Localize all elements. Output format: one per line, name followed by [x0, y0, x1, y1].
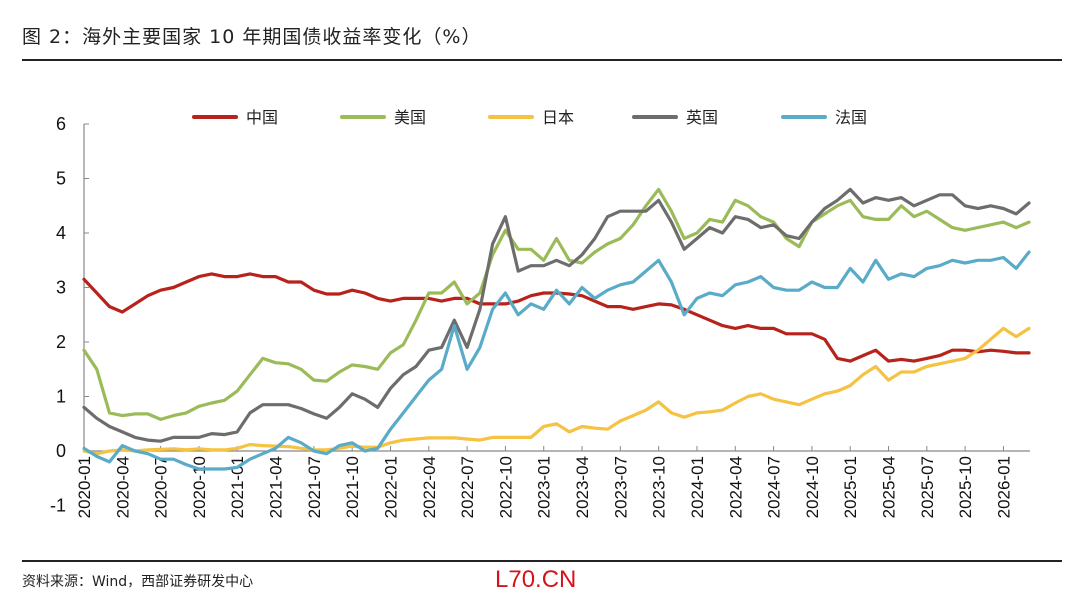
x-tick-label: 2023-10 — [650, 456, 669, 518]
legend-item: 美国 — [340, 108, 426, 127]
y-tick-label: 1 — [56, 387, 66, 407]
legend: 中国 美国 日本 英国 法国 — [192, 108, 867, 127]
top-divider — [22, 59, 1062, 61]
series-line-4 — [82, 250, 1031, 471]
x-tick-label: 2024-10 — [803, 456, 822, 518]
axes: -1 0 1 2 3 4 5 6 2020-01 2020-04 2020-07 2020-10 202… — [50, 114, 1030, 518]
watermark: L70.CN — [495, 566, 577, 593]
x-tick-label: 2021-01 — [228, 456, 247, 518]
y-tick-label: 0 — [56, 441, 66, 461]
legend-label: 法国 — [835, 108, 867, 127]
x-tick-label: 2024-04 — [726, 456, 745, 518]
x-tick-label: 2022-07 — [458, 456, 477, 518]
series-line-1 — [82, 187, 1031, 421]
x-tick-label: 2020-07 — [152, 456, 171, 518]
x-tick-label: 2025-07 — [918, 456, 937, 518]
x-tick-label: 2021-07 — [305, 456, 324, 518]
legend-label: 英国 — [686, 108, 718, 127]
x-tick-label: 2025-01 — [841, 456, 860, 518]
y-tick-label: 4 — [56, 223, 66, 243]
y-tick-label: 2 — [56, 332, 66, 352]
line-chart: 中国 美国 日本 英国 法国 -1 0 1 2 3 4 5 6 2020-01 2020-04 2020-0… — [50, 108, 1031, 518]
x-tick-label: 2023-01 — [535, 456, 554, 518]
legend-item: 中国 — [192, 108, 278, 127]
chart-title: 图 2：海外主要国家 10 年期国债收益率变化（%） — [22, 26, 482, 48]
legend-label: 中国 — [246, 108, 278, 127]
legend-item: 日本 — [488, 108, 574, 127]
x-tick-label: 2023-04 — [573, 456, 592, 518]
x-tick-label: 2021-04 — [267, 456, 286, 518]
y-tick-label: 5 — [56, 169, 66, 189]
x-tick-label: 2022-01 — [381, 456, 400, 518]
x-tick-label: 2022-04 — [420, 456, 439, 518]
source-note: 资料来源：Wind，西部证券研发中心 — [22, 574, 254, 590]
x-tick-label: 2025-10 — [956, 456, 975, 518]
x-tick-label: 2025-04 — [880, 456, 899, 518]
series-line-3 — [82, 187, 1031, 443]
bottom-divider — [22, 560, 1062, 562]
x-tick-label: 2020-04 — [113, 456, 132, 518]
legend-item: 英国 — [632, 108, 718, 127]
y-tick-label: 3 — [56, 278, 66, 298]
legend-label: 美国 — [394, 108, 426, 127]
x-tick-label: 2021-10 — [343, 456, 362, 518]
legend-label: 日本 — [542, 108, 574, 127]
x-tick-label: 2026-01 — [994, 456, 1013, 518]
series-line-0 — [82, 272, 1031, 363]
series-line-2 — [82, 326, 1031, 456]
x-tick-label: 2020-10 — [190, 456, 209, 518]
x-tick-label: 2024-07 — [765, 456, 784, 518]
x-tick-label: 2022-10 — [496, 456, 515, 518]
legend-item: 法国 — [781, 108, 867, 127]
x-tick-label: 2020-01 — [75, 456, 94, 518]
x-tick-label: 2023-07 — [611, 456, 630, 518]
x-tick-label: 2024-01 — [688, 456, 707, 518]
y-tick-label: 6 — [56, 114, 66, 134]
y-tick-label: -1 — [50, 496, 66, 516]
series-lines — [82, 187, 1031, 471]
